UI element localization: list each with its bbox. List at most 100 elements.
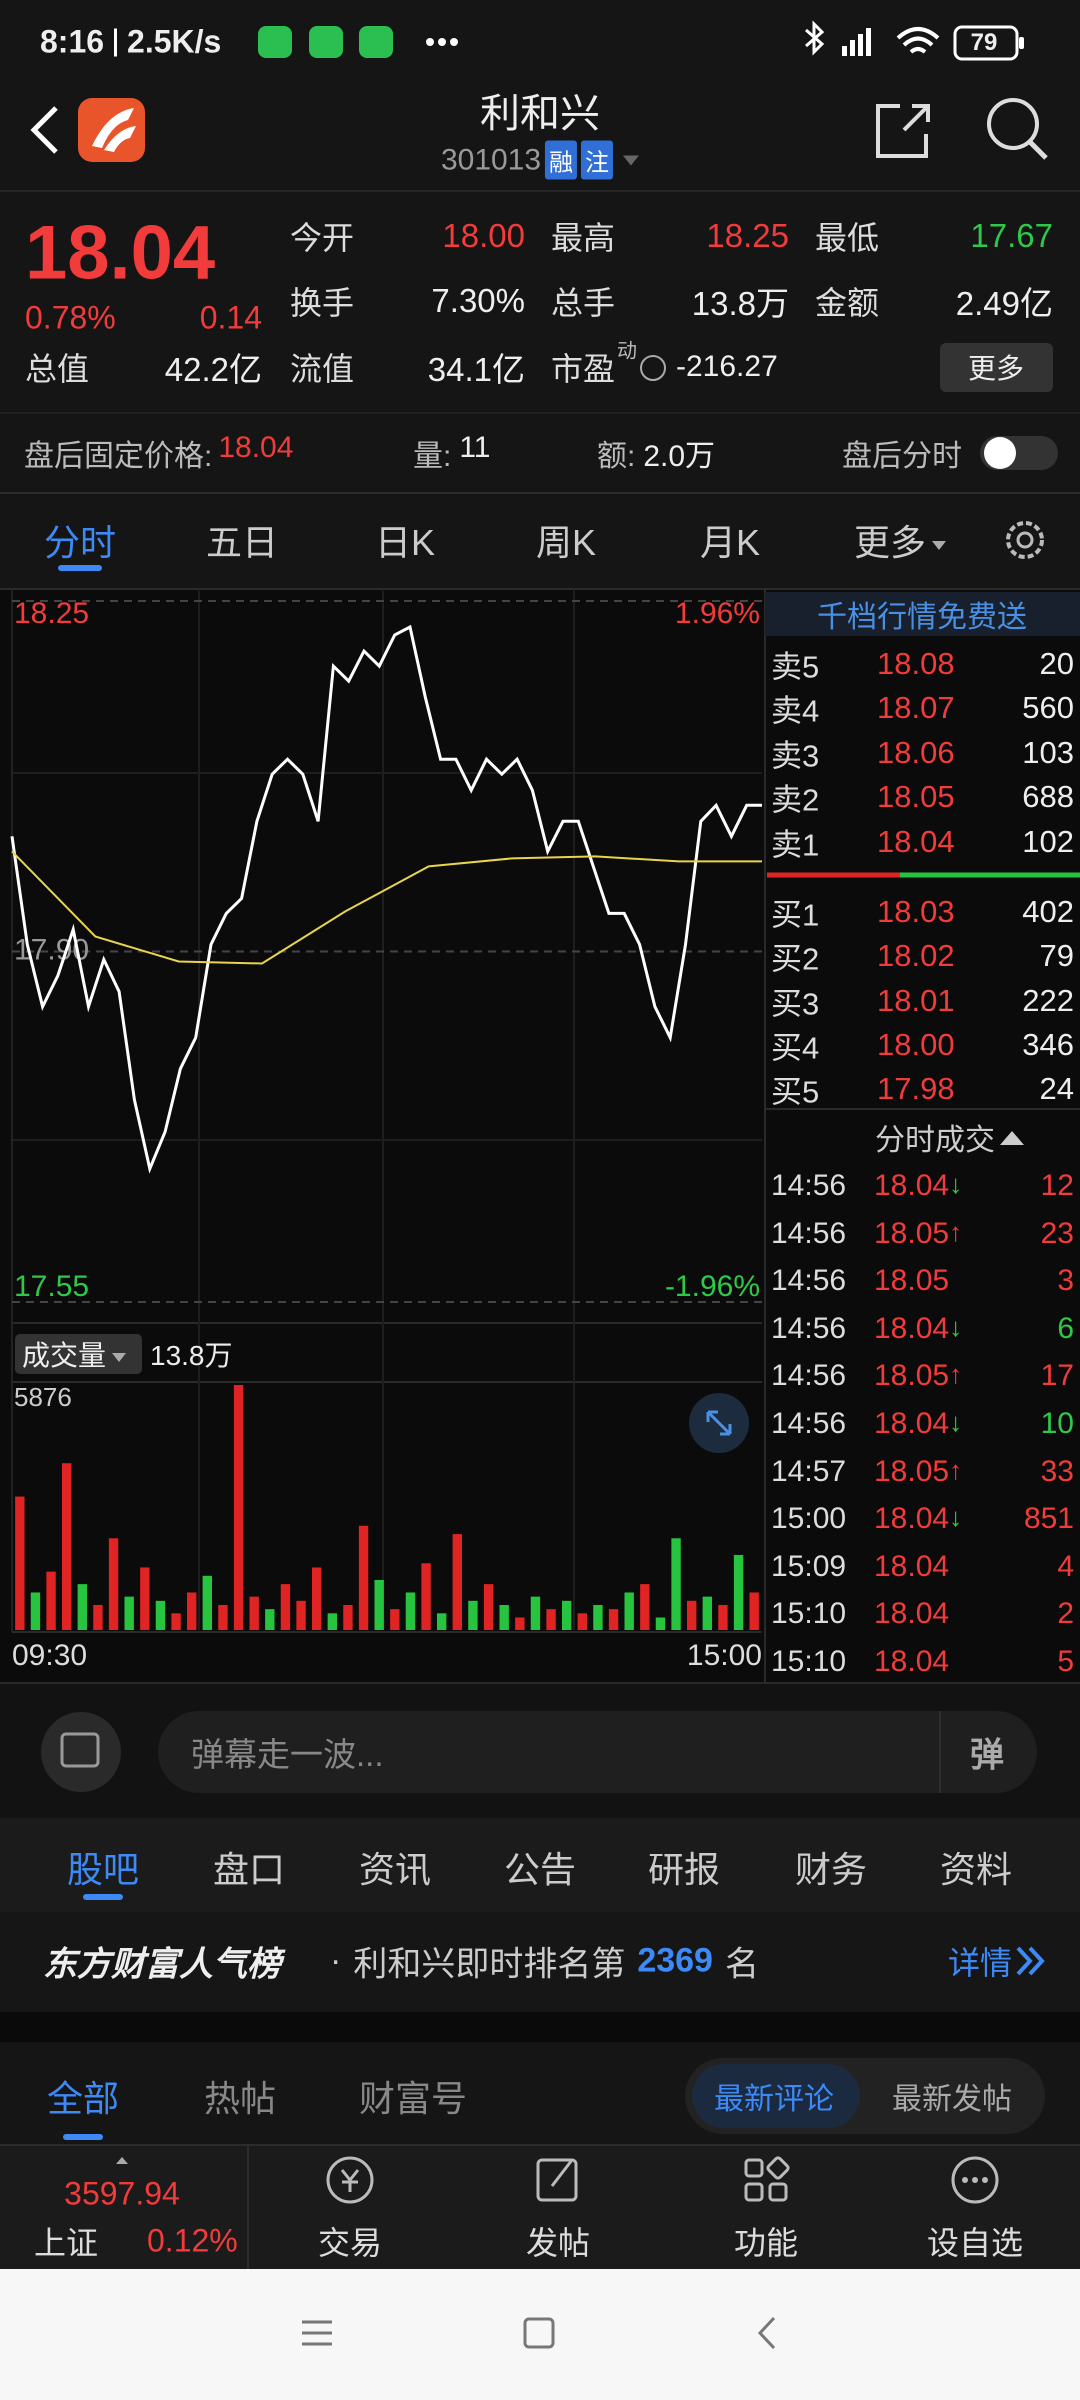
bottom-item[interactable]: 发帖 [525,2225,591,2261]
section-tab[interactable]: 财务 [794,1849,868,1890]
section-tab[interactable]: 公告 [503,1849,577,1890]
section-tab[interactable]: 股吧 [66,1849,140,1890]
volume-bar [702,1596,712,1630]
section-tab[interactable]: 盘口 [212,1849,286,1890]
index-name[interactable]: 上证 [34,2225,99,2261]
level-volume: 103 [1022,735,1074,770]
bottom-item[interactable]: 设自选 [926,2225,1024,2261]
separator [114,28,118,56]
trade-time: 14:57 [771,1454,847,1488]
stat-label: 最高 [551,220,616,256]
section-tab[interactable]: 研报 [647,1849,721,1890]
volume-indicator[interactable]: 成交量 [22,1334,126,1374]
volume-bar [515,1617,525,1630]
chart-tab[interactable]: 分时 [43,522,117,563]
badge: 融 [545,140,578,180]
y2-tick-label: -1.96% [665,1270,760,1303]
volume-bar [280,1584,291,1630]
volume-bar [374,1579,384,1630]
volume-bar [15,1496,25,1630]
feed-tab[interactable]: 热帖 [203,2078,277,2119]
bottom-item[interactable]: 功能 [733,2225,799,2261]
volume-bar [343,1604,353,1630]
badge: 注 [581,140,614,180]
stat-label: 换手 [290,285,355,321]
volume-bar [733,1554,744,1630]
index-value[interactable]: 3597.94 [64,2175,180,2212]
level-volume: 20 [1039,646,1074,681]
level-volume: 102 [1022,824,1074,859]
value: 2.0万 [643,440,716,473]
danmaku-button[interactable]: 弹 [970,1736,1004,1775]
volume-bar [77,1584,87,1630]
order-book-banner[interactable]: 千档行情免费送 [817,601,1027,634]
more-button[interactable]: 更多 [967,353,1025,384]
label: 利和兴即时排名第 [353,1945,626,1984]
feed-tab[interactable]: 财富号 [358,2078,468,2119]
bottom-item[interactable]: 交易 [317,2225,383,2261]
section-tab[interactable]: 资讯 [358,1849,432,1890]
trade-time: 15:09 [771,1549,847,1583]
volume-bar [218,1604,228,1630]
volume-bar [93,1604,103,1630]
after-hours-volume: 量: 11 [413,431,491,475]
level-volume: 688 [1022,779,1074,814]
level-label: 买2 [771,941,820,977]
x-tick-label: 09:30 [12,1639,87,1672]
price: 18.04 [874,1407,950,1440]
volume-bar [265,1609,275,1630]
level-label: 买1 [771,897,820,933]
index-change[interactable]: 0.12% [147,2222,238,2259]
trade-volume: 2 [1057,1597,1074,1631]
label: 量: [413,440,452,473]
feed-tab[interactable]: 全部 [46,2078,120,2119]
volume-bar [468,1600,478,1630]
label: 盘后固定价格: [24,440,213,473]
price: 18.05 [874,1264,950,1298]
volume-bar [30,1592,41,1630]
chart-tab[interactable]: 周K [535,522,597,563]
volume-bar [577,1613,587,1630]
volume-bar [593,1604,603,1630]
rank: 2369 [637,1941,713,1980]
trade-volume: 23 [1040,1216,1074,1250]
x-tick-label: 15:00 [687,1639,762,1672]
volume-bar [640,1584,650,1630]
direction: ↑ [949,1359,963,1390]
level-price: 18.06 [877,735,955,770]
net-speed: 2.5K/s [127,23,222,60]
trade-volume: 10 [1040,1407,1074,1440]
section-tab[interactable]: 资料 [939,1849,1013,1890]
price: 18.05 [874,1216,950,1250]
level-label: 卖3 [771,738,820,774]
trade-price: 18.05 ↑ [874,1359,962,1393]
chart-tab[interactable]: 更多 [854,514,946,566]
volume-bar [562,1600,572,1630]
trade-price: 18.04 [874,1597,949,1631]
volume-bar [155,1600,166,1630]
trade-price: 18.05 ↑ [874,1217,962,1251]
stat-value: 13.8万 [691,285,789,322]
volume-bar [624,1592,634,1630]
change: 0.14 [199,299,262,336]
ranking-link[interactable]: 详情 [947,1945,1012,1981]
clock: 8:16 [40,23,105,60]
sort-tab[interactable]: 最新发帖 [892,2083,1012,2116]
trade-volume: 5 [1057,1645,1074,1678]
sort-tab[interactable]: 最新评论 [714,2083,834,2116]
trade-time: 15:10 [771,1645,847,1678]
chart-tab[interactable]: 五日 [205,522,279,563]
stat-value: 17.67 [970,217,1053,254]
volume-bar [358,1525,369,1630]
comment-input[interactable]: 弹幕走一波... [191,1736,384,1773]
chart-tab[interactable]: 月K [699,522,761,563]
level-volume: 222 [1022,983,1074,1018]
volume-bar [437,1613,447,1630]
chart-tab[interactable]: 日K [374,522,436,563]
level-label: 卖5 [771,649,820,685]
trade-volume: 4 [1057,1549,1074,1583]
level-volume: 24 [1039,1071,1074,1106]
volume-bar [499,1604,509,1630]
trade-time: 14:56 [771,1359,847,1393]
level-price: 18.00 [877,1027,955,1062]
